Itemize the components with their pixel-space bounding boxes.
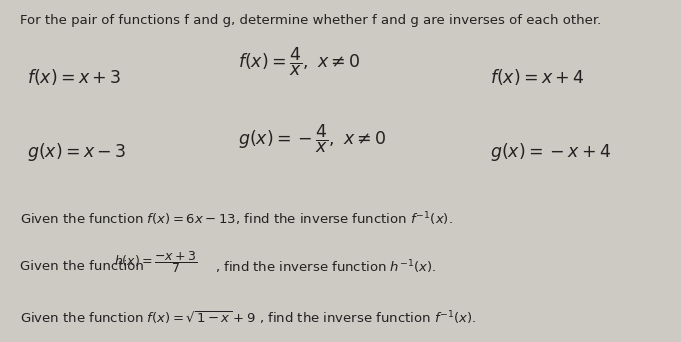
Text: $f\left(x\right) = x + 4$: $f\left(x\right) = x + 4$ [490, 67, 585, 87]
Text: $h(x)=\dfrac{-x+3}{7}$: $h(x)=\dfrac{-x+3}{7}$ [114, 249, 198, 275]
Text: Given the function $f(x)=\sqrt{1-x}+9$ , find the inverse function $f^{-1}(x)$.: Given the function $f(x)=\sqrt{1-x}+9$ ,… [20, 310, 477, 327]
Text: $g\left(x\right) = -\dfrac{4}{x},\ x \neq 0$: $g\left(x\right) = -\dfrac{4}{x},\ x \ne… [238, 122, 387, 155]
Text: $g\left(x\right) = -x + 4$: $g\left(x\right) = -x + 4$ [490, 141, 612, 163]
Text: $f\left(x\right) = \dfrac{4}{x},\ x \neq 0$: $f\left(x\right) = \dfrac{4}{x},\ x \neq… [238, 45, 361, 78]
Text: $g\left(x\right) = x - 3$: $g\left(x\right) = x - 3$ [27, 141, 127, 163]
Text: Given the function: Given the function [20, 260, 148, 273]
Text: , find the inverse function $h^{-1}(x)$.: , find the inverse function $h^{-1}(x)$. [215, 258, 436, 276]
Text: For the pair of functions f and g, determine whether f and g are inverses of eac: For the pair of functions f and g, deter… [20, 14, 602, 27]
Text: $f\left(x\right) = x + 3$: $f\left(x\right) = x + 3$ [27, 67, 122, 87]
Text: Given the function $f(x)=6x-13$, find the inverse function $f^{-1}(x)$.: Given the function $f(x)=6x-13$, find th… [20, 210, 454, 228]
